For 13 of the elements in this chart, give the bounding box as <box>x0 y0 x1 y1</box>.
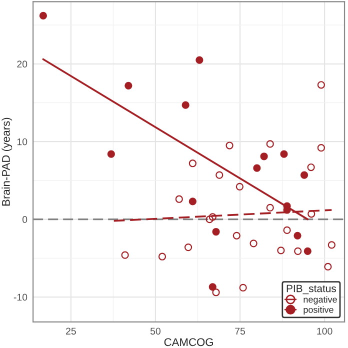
x-tick-label: 75 <box>235 328 246 335</box>
y-tick-label: 20 <box>17 60 28 68</box>
y-axis-title: Brain-PAD (years) <box>2 118 12 206</box>
x-tick-label: 100 <box>317 328 332 335</box>
y-tick-label: -10 <box>14 294 28 301</box>
x-tick-label: 50 <box>150 328 161 335</box>
legend-title: PIB_status <box>286 284 336 294</box>
x-axis-title: CAMCOG <box>164 338 213 346</box>
legend-label: positive <box>304 306 334 315</box>
legend-label: negative <box>304 296 337 304</box>
y-tick-label: 0 <box>22 216 28 223</box>
y-tick-label: 10 <box>17 138 28 146</box>
x-tick-label: 25 <box>66 328 76 335</box>
